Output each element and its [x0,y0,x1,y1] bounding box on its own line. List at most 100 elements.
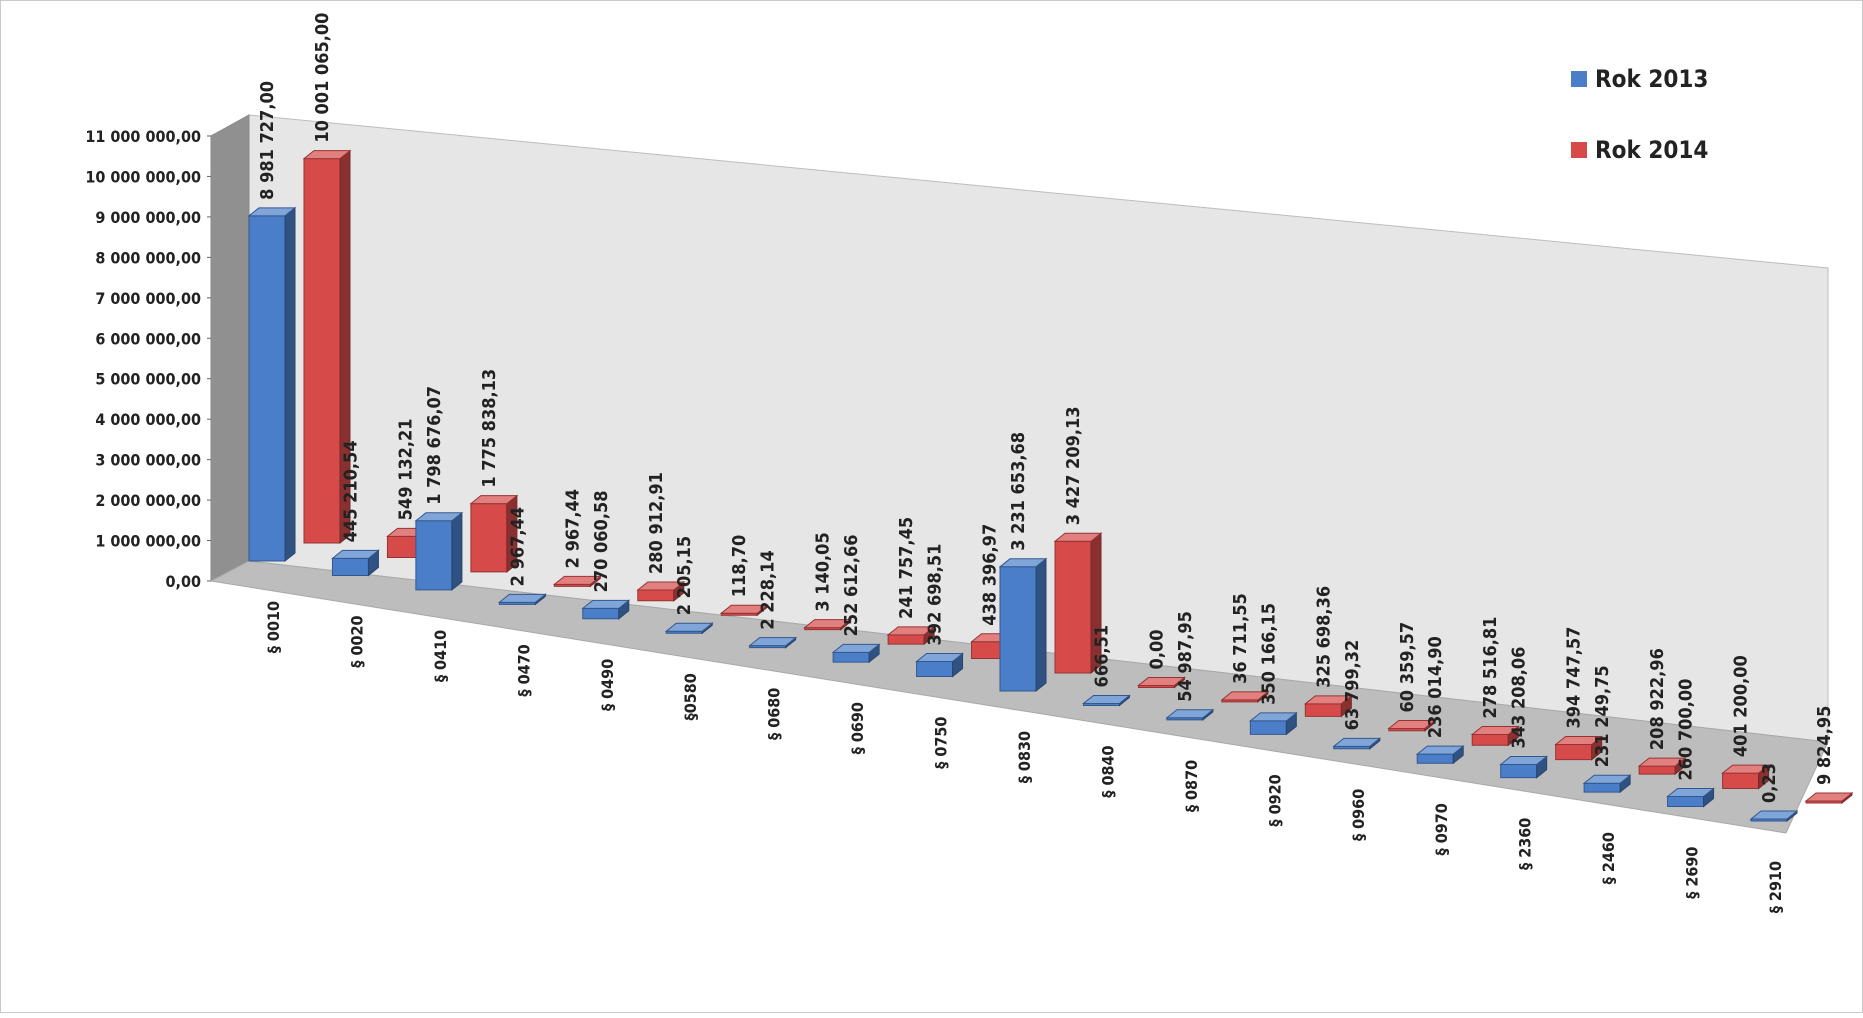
data-label-2014: 278 516,81 [1480,617,1501,719]
bar-2013 [581,599,631,620]
y-tick-label: 11 000 000,00 [85,127,201,146]
x-tick-label: § 0490 [598,659,617,711]
legend-swatch-2013 [1571,71,1587,87]
bar-2014 [886,625,936,646]
data-label-2014: 3 140,05 [813,532,834,611]
bar-2013 [1248,711,1298,736]
data-label-2014: 60 359,57 [1397,622,1418,713]
x-tick-label: § 0870 [1182,760,1201,812]
data-label-2013: 54 987,95 [1175,611,1196,702]
bar-2013 [1499,755,1549,779]
y-tick-label: 5 000 000,00 [95,370,201,389]
data-label-2014: 118,70 [729,535,750,598]
bar-2013 [247,206,297,563]
x-tick-label: § 0840 [1098,745,1117,797]
bar-2013 [1332,737,1382,750]
bar-2014 [1387,719,1437,732]
legend: Rok 2013 Rok 2014 [1571,65,1708,164]
bar-2014 [719,604,769,617]
y-tick-label: 10 000 000,00 [85,167,201,186]
data-label-2014: 241 757,45 [896,517,917,619]
bar-2014 [803,618,853,631]
data-label-2013: 350 166,15 [1258,603,1279,705]
y-tick-label: 6 000 000,00 [95,329,201,348]
data-label-2013: 2 205,15 [674,536,695,615]
data-label-2013: 445 210,54 [340,440,361,542]
x-axis: § 0010 § 0020 § 0410 § 0470 § 0490 §0580 § 068… [264,601,1785,913]
bar-2013 [1082,694,1131,707]
data-label-2013: 270 060,58 [591,490,612,592]
bar-2013 [915,652,964,678]
data-label-2014: 401 200,00 [1731,655,1752,757]
bar-2013 [1165,708,1215,721]
x-tick-label: § 0830 [1015,731,1034,783]
data-label-2014: 36 711,55 [1230,593,1251,684]
x-tick-label: § 0750 [932,717,951,769]
data-label-2013: 3 231 653,68 [1008,432,1029,551]
bar-2014 [1053,532,1103,675]
bar-2014 [1303,694,1353,718]
data-label-2013: 1 798 676,07 [424,386,445,505]
bar-2014 [552,575,602,588]
bar-2013 [664,622,714,635]
data-label-2013: 63 799,32 [1342,640,1363,731]
x-tick-label: §0580 [681,673,700,720]
y-tick-label: 0,00 [165,572,201,591]
x-tick-label: § 0690 [848,702,867,754]
data-label-2014: 9 824,95 [1814,706,1835,785]
data-label-2013: 252 612,66 [841,534,862,636]
x-tick-label: § 0470 [514,644,533,696]
bar-2014 [302,149,352,545]
data-label-2014: 438 396,97 [980,524,1001,626]
x-tick-label: § 2690 [1683,847,1702,899]
bar-2014 [469,494,519,573]
bar-2013 [748,636,798,649]
legend-label-2013: Rok 2013 [1595,65,1708,93]
x-tick-label: § 0680 [765,688,784,740]
data-label-2013: 2 228,14 [758,550,779,629]
bar-2014 [636,580,686,602]
floor [209,560,1829,834]
data-label-2014: 549 132,21 [395,418,416,520]
data-label-2014: 10 001 065,00 [312,13,333,143]
data-label-2013: 0,23 [1759,763,1780,803]
data-label-2013: 666,51 [1091,625,1112,688]
x-tick-label: § 0920 [1265,774,1284,826]
data-label-2014: 0,00 [1146,629,1167,669]
y-tick-label: 8 000 000,00 [95,248,201,267]
y-tick-label: 3 000 000,00 [95,451,201,470]
bar-2014 [1137,676,1186,689]
bar-2013 [998,557,1048,693]
bar-2014 [1721,764,1770,790]
data-label-2014: 280 912,91 [646,472,667,574]
bar-2014 [1470,725,1520,747]
data-label-2013: 236 014,90 [1425,636,1446,738]
side-wall [210,114,250,582]
data-label-2014: 3 427 209,13 [1063,406,1084,525]
data-label-2013: 392 698,51 [925,544,946,646]
x-tick-label: § 0020 [347,615,366,667]
bars [247,149,1854,823]
y-tick-label: 9 000 000,00 [95,208,201,227]
x-tick-label: § 2460 [1599,832,1618,884]
x-tick-label: § 0410 [431,630,450,682]
bar-2014 [1220,690,1270,703]
data-label-2013: 260 700,00 [1676,679,1697,781]
y-tick-label: 2 000 000,00 [95,491,201,510]
data-labels: 8 981 727,00 10 001 065,00 445 210,54 549 1… [257,13,1835,803]
bar-2013 [414,511,464,591]
x-tick-label: § 0010 [264,601,283,653]
data-label-2014: 2 967,44 [562,489,583,568]
y-tick-label: 7 000 000,00 [95,289,201,308]
bar-2013 [1415,745,1465,765]
legend-swatch-2014 [1571,142,1587,158]
legend-label-2014: Rok 2014 [1595,136,1708,164]
bar-2014 [1554,735,1604,761]
x-tick-label: § 2360 [1516,818,1535,870]
data-label-2013: 2 967,44 [507,507,528,586]
x-tick-label: § 2910 [1766,861,1785,913]
data-label-2013: 231 249,75 [1592,665,1613,767]
x-tick-label: § 0960 [1349,789,1368,841]
